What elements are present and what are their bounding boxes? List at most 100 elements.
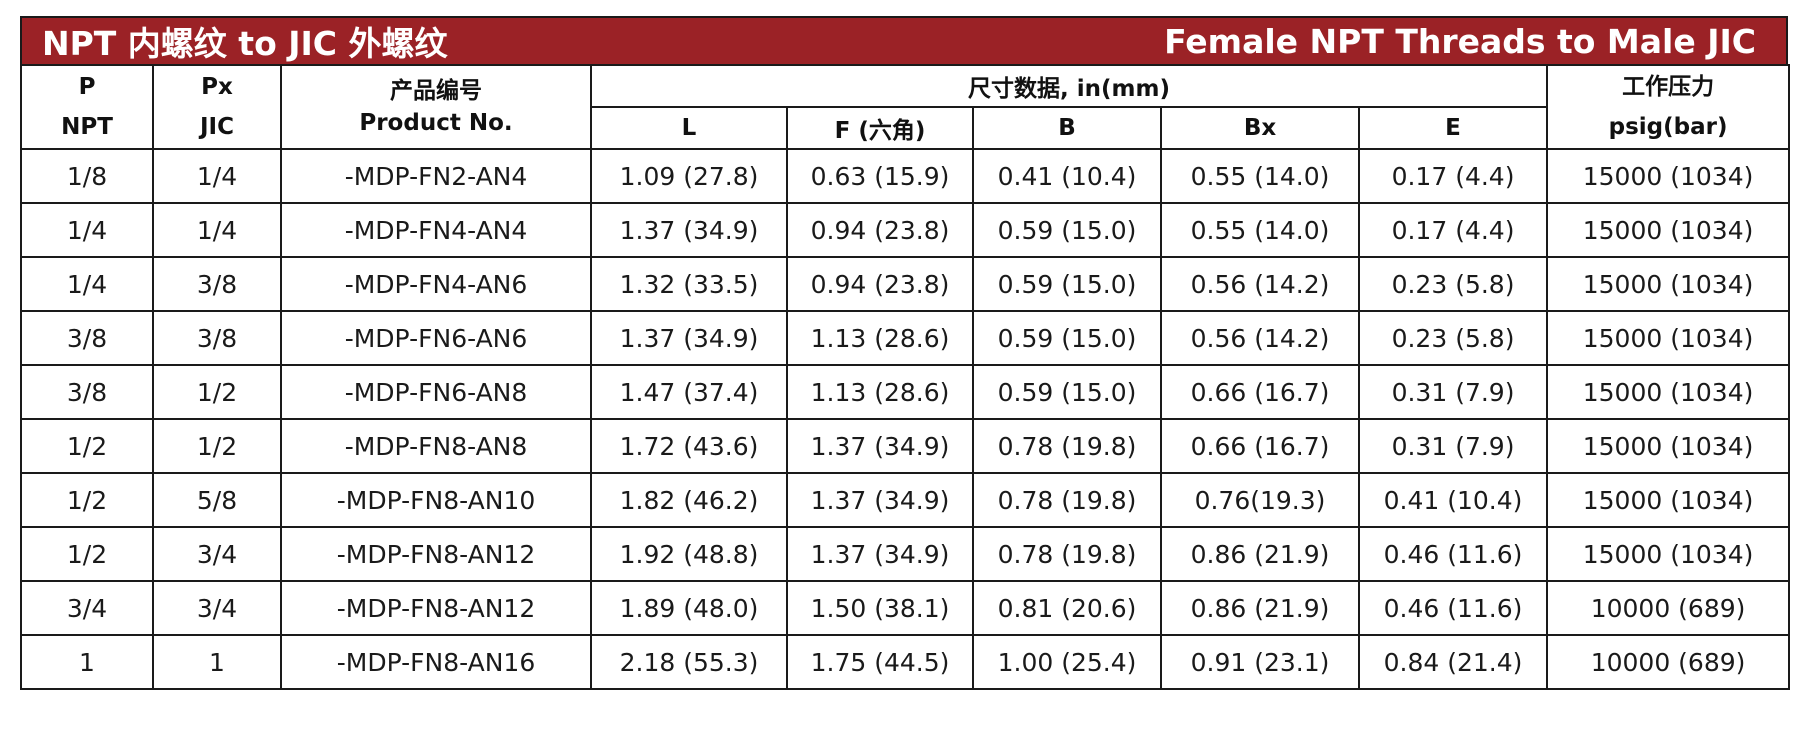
title-english: Female NPT Threads to Male JIC (1164, 21, 1756, 61)
cell-f: 0.63 (15.9) (786, 148, 974, 204)
col-header-pressure-bottom: psig(bar) (1608, 114, 1728, 140)
cell-p: 3/8 (20, 310, 154, 366)
cell-product: -MDP-FN8-AN16 (280, 634, 592, 690)
cell-product: -MDP-FN6-AN6 (280, 310, 592, 366)
cell-px: 1/4 (152, 148, 282, 204)
cell-bx: 0.56 (14.2) (1160, 310, 1360, 366)
col-header-p-top: P (78, 74, 96, 100)
spec-table: P NPT Px JIC 产品编号 Product No. 尺寸数据, in(m… (20, 64, 1791, 690)
col-header-p-bottom: NPT (61, 114, 113, 140)
table-row: 3/8 1/2 -MDP-FN6-AN8 1.47 (37.4) 1.13 (28.6)… (20, 364, 1791, 420)
col-header-px: Px JIC (152, 64, 282, 150)
cell-f: 1.50 (38.1) (786, 580, 974, 636)
cell-bx: 0.56 (14.2) (1160, 256, 1360, 312)
header-row-dimensions: L F (六角) B Bx E (21, 106, 1789, 150)
cell-e: 0.46 (11.6) (1357, 580, 1549, 636)
table-body: 1/8 1/4 -MDP-FN2-AN4 1.09 (27.8) 0.63 (15.9)… (20, 148, 1791, 690)
cell-px: 1/2 (152, 364, 282, 420)
cell-p: 1/8 (20, 148, 154, 204)
col-header-e: E (1357, 106, 1549, 150)
table-row: 3/4 3/4 -MDP-FN8-AN12 1.89 (48.0) 1.50 (38.1… (20, 580, 1791, 636)
cell-pressure: 15000 (1034) (1546, 202, 1791, 258)
cell-l: 1.89 (48.0) (590, 580, 788, 636)
cell-f: 1.37 (34.9) (786, 418, 974, 474)
cell-px: 1 (152, 634, 282, 690)
cell-f: 1.13 (28.6) (786, 364, 974, 420)
title-chinese: NPT 内螺纹 to JIC 外螺纹 (42, 24, 448, 63)
cell-f: 1.75 (44.5) (786, 634, 974, 690)
table-row: 1/2 1/2 -MDP-FN8-AN8 1.72 (43.6) 1.37 (34.9)… (20, 418, 1791, 474)
cell-f: 1.37 (34.9) (786, 472, 974, 528)
cell-product: -MDP-FN2-AN4 (280, 148, 592, 204)
cell-product: -MDP-FN8-AN8 (280, 418, 592, 474)
cell-p: 1/4 (20, 256, 154, 312)
col-header-px-bottom: JIC (200, 114, 234, 140)
table-row: 1 1 -MDP-FN8-AN16 2.18 (55.3) 1.75 (44.5) 1.0… (20, 634, 1791, 690)
cell-product: -MDP-FN6-AN8 (280, 364, 592, 420)
cell-bx: 0.66 (16.7) (1160, 418, 1360, 474)
cell-f: 1.13 (28.6) (786, 310, 974, 366)
cell-p: 1/2 (20, 472, 154, 528)
cell-f: 1.37 (34.9) (786, 526, 974, 582)
cell-l: 2.18 (55.3) (590, 634, 788, 690)
header-row-top: P NPT Px JIC 产品编号 Product No. 尺寸数据, in(m… (20, 64, 1791, 150)
cell-pressure: 15000 (1034) (1546, 472, 1791, 528)
cell-pressure: 15000 (1034) (1546, 310, 1791, 366)
cell-l: 1.47 (37.4) (590, 364, 788, 420)
table-row: 1/8 1/4 -MDP-FN2-AN4 1.09 (27.8) 0.63 (15.9)… (20, 148, 1791, 204)
cell-p: 1 (20, 634, 154, 690)
cell-e: 0.23 (5.8) (1357, 256, 1549, 312)
cell-bx: 0.91 (23.1) (1160, 634, 1360, 690)
cell-l: 1.32 (33.5) (590, 256, 788, 312)
col-header-l: L (590, 106, 788, 150)
cell-px: 3/4 (152, 526, 282, 582)
cell-px: 3/8 (152, 310, 282, 366)
cell-b: 0.78 (19.8) (972, 418, 1162, 474)
cell-product: -MDP-FN8-AN12 (280, 580, 592, 636)
cell-bx: 0.66 (16.7) (1160, 364, 1360, 420)
cell-l: 1.37 (34.9) (590, 310, 788, 366)
cell-l: 1.37 (34.9) (590, 202, 788, 258)
col-header-px-top: Px (201, 74, 233, 100)
cell-pressure: 10000 (689) (1546, 634, 1791, 690)
col-header-f: F (六角) (786, 106, 974, 150)
col-header-pressure-top: 工作压力 (1622, 74, 1715, 100)
cell-b: 1.00 (25.4) (972, 634, 1162, 690)
cell-bx: 0.86 (21.9) (1160, 526, 1360, 582)
cell-p: 1/2 (20, 526, 154, 582)
cell-pressure: 10000 (689) (1546, 580, 1791, 636)
cell-b: 0.78 (19.8) (972, 526, 1162, 582)
cell-bx: 0.55 (14.0) (1160, 202, 1360, 258)
cell-e: 0.23 (5.8) (1357, 310, 1549, 366)
cell-pressure: 15000 (1034) (1546, 526, 1791, 582)
cell-e: 0.84 (21.4) (1357, 634, 1549, 690)
cell-l: 1.92 (48.8) (590, 526, 788, 582)
table-row: 1/2 3/4 -MDP-FN8-AN12 1.92 (48.8) 1.37 (34.9… (20, 526, 1791, 582)
cell-e: 0.41 (10.4) (1357, 472, 1549, 528)
table-row: 1/2 5/8 -MDP-FN8-AN10 1.82 (46.2) 1.37 (34.9… (20, 472, 1791, 528)
col-header-product: 产品编号 Product No. (280, 64, 592, 150)
table-row: 1/4 1/4 -MDP-FN4-AN4 1.37 (34.9) 0.94 (23.8)… (20, 202, 1791, 258)
cell-p: 1/4 (20, 202, 154, 258)
cell-px: 1/2 (152, 418, 282, 474)
cell-px: 5/8 (152, 472, 282, 528)
cell-e: 0.31 (7.9) (1357, 418, 1549, 474)
cell-b: 0.81 (20.6) (972, 580, 1162, 636)
col-header-b: B (972, 106, 1162, 150)
table-row: 1/4 3/8 -MDP-FN4-AN6 1.32 (33.5) 0.94 (23.8)… (20, 256, 1791, 312)
cell-pressure: 15000 (1034) (1546, 256, 1791, 312)
cell-b: 0.59 (15.0) (972, 364, 1162, 420)
col-header-bx: Bx (1160, 106, 1360, 150)
col-header-product-bottom: Product No. (359, 110, 513, 136)
cell-e: 0.17 (4.4) (1357, 148, 1549, 204)
cell-bx: 0.55 (14.0) (1160, 148, 1360, 204)
cell-e: 0.17 (4.4) (1357, 202, 1549, 258)
spec-sheet: NPT 内螺纹 to JIC 外螺纹 Female NPT Threads to… (20, 16, 1791, 690)
cell-p: 3/4 (20, 580, 154, 636)
col-header-pressure: 工作压力 psig(bar) (1546, 64, 1791, 150)
col-header-p: P NPT (20, 64, 154, 150)
col-header-dimensions-group: 尺寸数据, in(mm) (589, 64, 1549, 108)
cell-e: 0.31 (7.9) (1357, 364, 1549, 420)
cell-px: 3/4 (152, 580, 282, 636)
cell-f: 0.94 (23.8) (786, 202, 974, 258)
